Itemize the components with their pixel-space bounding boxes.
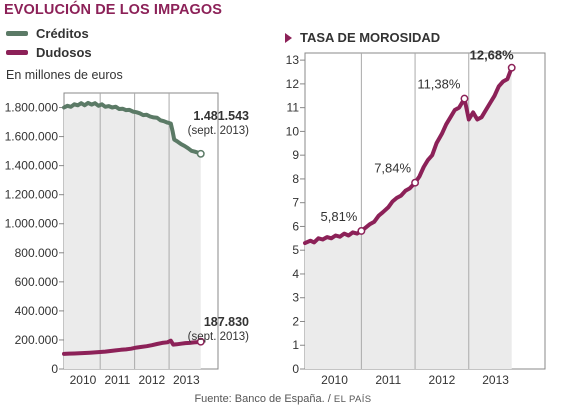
x-tick-label-0: 2010 — [70, 373, 97, 387]
legend-label-creditos: Créditos — [36, 26, 89, 41]
y-tick-label-10: 10 — [286, 124, 300, 138]
area-fill — [305, 67, 512, 369]
y-tick-label-5: 1.000.000 — [5, 217, 59, 231]
source-brand: EL PAÍS — [333, 394, 372, 405]
x-tick-label-3: 2013 — [482, 373, 509, 387]
y-tick-label-0: 0 — [292, 362, 299, 376]
legend-item-creditos: Créditos — [6, 24, 92, 43]
area-fill — [64, 102, 201, 369]
x-tick-label-2: 2012 — [139, 373, 166, 387]
y-tick-label-9: 9 — [292, 148, 299, 162]
x-tick-label-1: 2011 — [104, 373, 130, 387]
y-tick-label-2: 2 — [292, 314, 299, 328]
y-tick-label-1: 200.000 — [15, 333, 59, 347]
right-chart-title-text: TASA DE MOROSIDAD — [300, 30, 441, 45]
legend: Créditos Dudosos — [6, 24, 92, 62]
y-tick-label-8: 1.600.000 — [5, 130, 59, 144]
y-tick-label-7: 7 — [292, 196, 299, 210]
y-tick-label-5: 5 — [292, 243, 299, 257]
x-tick-label-0: 2010 — [321, 373, 348, 387]
y-tick-label-1: 1 — [292, 338, 299, 352]
legend-swatch-creditos — [6, 31, 28, 36]
y-tick-label-13: 13 — [286, 53, 300, 67]
y-tick-label-4: 800.000 — [15, 246, 59, 260]
y-tick-label-9: 1.800.000 — [5, 101, 59, 115]
legend-swatch-dudosos — [6, 50, 28, 55]
rate-label-1: 7,84% — [374, 161, 411, 176]
x-tick-label-1: 2011 — [375, 373, 401, 387]
series-line-dudosos — [62, 338, 203, 356]
source-text: Fuente: Banco de España. — [194, 393, 325, 405]
y-tick-label-7: 1.400.000 — [5, 159, 59, 173]
x-tick-label-3: 2013 — [173, 373, 200, 387]
y-tick-label-2: 400.000 — [15, 304, 59, 318]
rate-marker-1 — [411, 178, 420, 187]
annotation-date-0: (sept. 2013) — [188, 125, 250, 137]
end-marker-0 — [196, 149, 205, 158]
series-line-tasa-de-morosidad — [303, 65, 514, 246]
unit-label: En millones de euros — [6, 68, 123, 82]
end-marker-1 — [196, 337, 205, 346]
rate-marker-0 — [357, 227, 366, 235]
y-tick-label-3: 3 — [292, 291, 299, 305]
annotation-value-0: 1.481.543 — [193, 109, 249, 123]
rate-label-2: 11,38% — [417, 77, 461, 92]
y-tick-label-8: 8 — [292, 172, 299, 186]
x-tick-label-2: 2012 — [429, 373, 456, 387]
y-tick-label-11: 11 — [287, 101, 300, 115]
rate-marker-3 — [507, 63, 516, 72]
rate-marker-2 — [460, 94, 469, 103]
rate-label-3: 12,68% — [470, 48, 515, 63]
y-tick-label-6: 6 — [292, 219, 299, 233]
legend-label-dudosos: Dudosos — [36, 45, 92, 60]
title-marker-icon — [285, 32, 292, 43]
y-tick-label-12: 12 — [286, 77, 300, 91]
series-line-cr-ditos — [62, 100, 203, 156]
y-tick-label-0: 0 — [51, 362, 58, 376]
main-title: EVOLUCIÓN DE LOS IMPAGOS — [4, 2, 223, 18]
y-tick-label-6: 1.200.000 — [5, 188, 59, 202]
y-tick-label-3: 600.000 — [15, 275, 59, 289]
annotation-date-1: (sept. 2013) — [188, 331, 250, 343]
annotation-value-1: 187.830 — [204, 315, 249, 329]
source-line: Fuente: Banco de España. / EL PAÍS — [194, 393, 372, 405]
rate-label-0: 5,81% — [321, 209, 358, 224]
legend-item-dudosos: Dudosos — [6, 43, 92, 62]
right-chart-title: TASA DE MOROSIDAD — [285, 30, 440, 45]
y-tick-label-4: 4 — [292, 267, 299, 281]
